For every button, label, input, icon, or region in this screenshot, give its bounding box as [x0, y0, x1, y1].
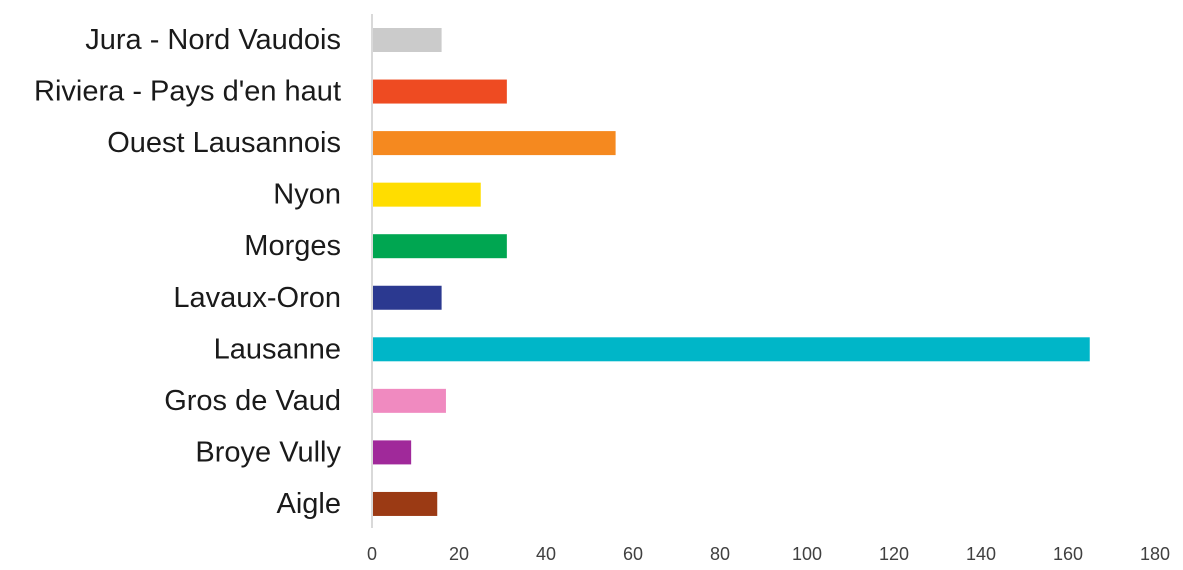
bar-nyon — [372, 182, 481, 207]
bars-group — [372, 28, 1090, 516]
category-label: Jura - Nord Vaudois — [85, 24, 341, 56]
category-label: Nyon — [273, 179, 341, 211]
category-label: Riviera - Pays d'en haut — [34, 76, 341, 108]
category-label: Aigle — [277, 488, 342, 520]
x-tick-label: 140 — [966, 544, 996, 564]
x-tick-label: 40 — [536, 544, 556, 564]
bar-morges — [372, 234, 507, 259]
bar-jura-nord-vaudois — [372, 28, 442, 52]
bar-gros-de-vaud — [372, 388, 446, 413]
x-tick-label: 80 — [710, 544, 730, 564]
category-label: Ouest Lausannois — [107, 127, 341, 159]
bar-broye-vully — [372, 440, 412, 465]
bar-ouest-lausannois — [372, 131, 616, 156]
bar-riviera-pays-d-en-haut — [372, 79, 507, 104]
bar-aigle — [372, 491, 438, 516]
x-tick-label: 160 — [1053, 544, 1083, 564]
x-tick-label: 100 — [792, 544, 822, 564]
category-label: Morges — [244, 230, 341, 262]
category-labels: Jura - Nord Vaudois Riviera - Pays d'en h… — [34, 24, 341, 520]
category-label: Gros de Vaud — [164, 385, 341, 417]
x-tick-label: 120 — [879, 544, 909, 564]
category-label: Lavaux-Oron — [173, 282, 341, 314]
bar-lausanne — [372, 337, 1090, 362]
category-label: Lausanne — [214, 333, 341, 365]
x-tick-label: 180 — [1140, 544, 1170, 564]
category-label: Broye Vully — [195, 436, 341, 468]
x-tick-label: 0 — [367, 544, 377, 564]
x-tick-label: 20 — [449, 544, 469, 564]
bar-lavaux-oron — [372, 285, 442, 310]
x-tick-label: 60 — [623, 544, 643, 564]
x-tick-labels: 0 20 40 60 80 100 120 140 160 180 — [367, 544, 1170, 564]
